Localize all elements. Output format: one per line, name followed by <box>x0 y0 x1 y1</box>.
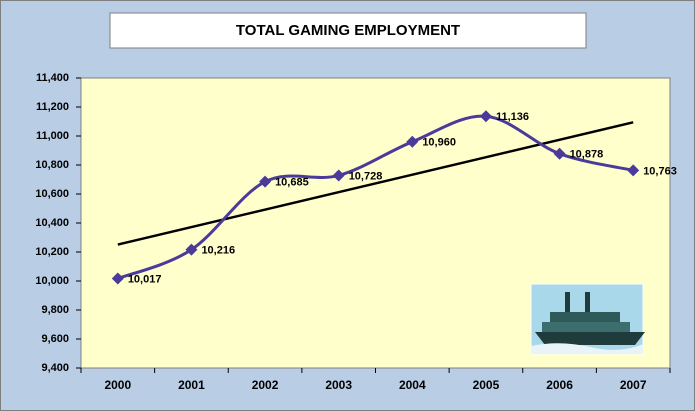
y-tick-label: 10,200 <box>35 246 69 258</box>
y-tick-label: 11,000 <box>36 130 69 142</box>
marker <box>259 175 272 188</box>
hull <box>535 332 645 345</box>
marker <box>111 272 124 285</box>
title-box <box>109 12 587 49</box>
y-tick-label: 10,400 <box>35 217 69 229</box>
marker <box>553 147 566 160</box>
marker <box>479 110 492 123</box>
y-tick-label: 9,800 <box>41 304 69 316</box>
trendline <box>117 121 634 246</box>
x-tick-label: 2000 <box>104 378 131 392</box>
marker <box>332 169 345 182</box>
marker <box>627 164 640 177</box>
x-tick-label: 2006 <box>546 378 573 392</box>
smokestack <box>565 292 570 312</box>
middle-deck <box>542 322 630 332</box>
data-label: 10,878 <box>570 149 604 161</box>
chart-title: TOTAL GAMING EMPLOYMENT <box>236 22 460 39</box>
x-tick-label: 2003 <box>325 378 352 392</box>
data-label: 10,685 <box>275 177 309 189</box>
series-line <box>117 114 634 280</box>
y-tick-label: 9,400 <box>41 362 69 374</box>
data-label: 10,216 <box>201 245 235 257</box>
y-tick-label: 11,200 <box>36 101 69 113</box>
y-tick-label: 10,800 <box>35 159 69 171</box>
x-tick-label: 2004 <box>399 378 426 392</box>
smokestack <box>585 292 590 312</box>
data-label: 10,960 <box>422 137 456 149</box>
marker <box>185 243 198 256</box>
y-tick-label: 10,600 <box>35 188 69 200</box>
x-tick-label: 2002 <box>252 378 279 392</box>
data-label: 10,017 <box>128 273 162 285</box>
data-label: 10,728 <box>349 170 383 182</box>
y-tick-label: 10,000 <box>35 275 69 287</box>
marker <box>406 135 419 148</box>
x-tick-label: 2001 <box>178 378 205 392</box>
water <box>531 343 643 354</box>
x-tick-label: 2005 <box>473 378 500 392</box>
data-label: 10,763 <box>643 165 677 177</box>
x-tick-label: 2007 <box>620 378 647 392</box>
data-label: 11,136 <box>496 111 529 123</box>
y-tick-label: 9,600 <box>41 333 69 345</box>
upper-deck <box>550 312 620 322</box>
riverboat-clipart <box>530 283 645 355</box>
y-tick-label: 11,400 <box>36 72 69 84</box>
